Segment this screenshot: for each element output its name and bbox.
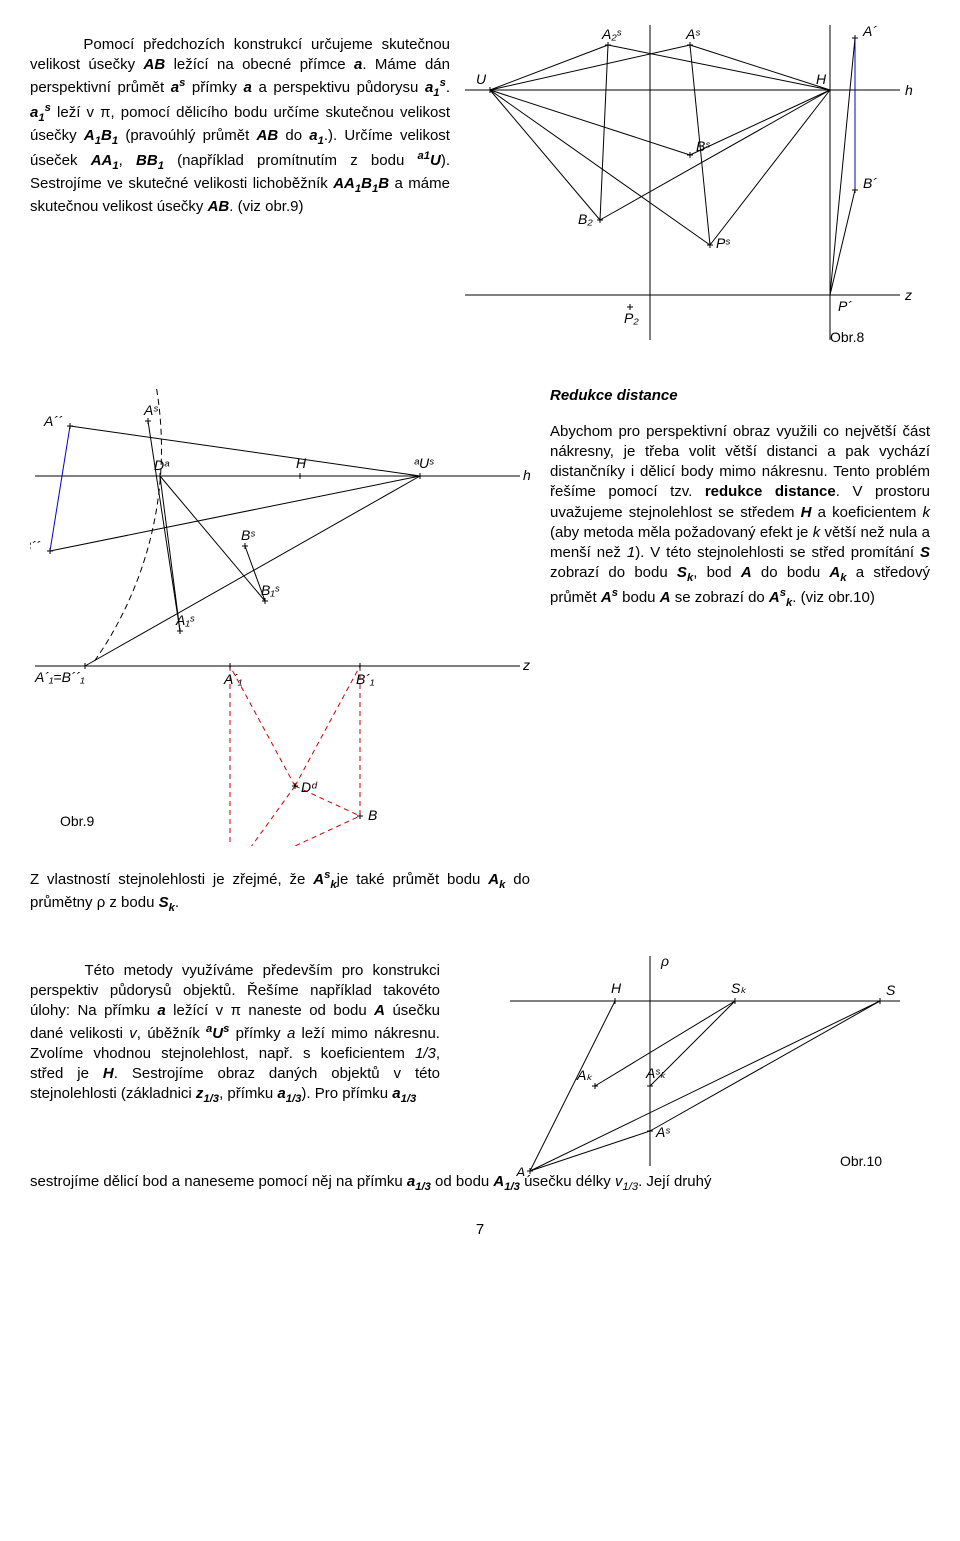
- svg-text:Bˢ: Bˢ: [696, 138, 710, 154]
- svg-text:A´: A´: [862, 23, 877, 39]
- svg-text:Aˢ: Aˢ: [655, 1124, 670, 1140]
- svg-text:P´: P´: [838, 298, 852, 314]
- svg-text:Aₖ: Aₖ: [576, 1067, 593, 1083]
- top-paragraph: Pomocí předchozích konstrukcí určujeme s…: [30, 20, 460, 233]
- svg-text:B₂: B₂: [578, 211, 593, 227]
- svg-text:H: H: [611, 980, 622, 996]
- svg-text:ρ: ρ: [660, 953, 669, 969]
- svg-text:Obr.8: Obr.8: [830, 329, 864, 345]
- svg-text:Dᵃ: Dᵃ: [154, 457, 170, 473]
- top-p1: Pomocí předchozích konstrukcí určujeme s…: [30, 35, 450, 218]
- svg-text:A₁ˢ: A₁ˢ: [175, 612, 195, 628]
- svg-text:ᵃUˢ: ᵃUˢ: [414, 455, 434, 471]
- svg-text:S: S: [886, 982, 896, 998]
- svg-text:H: H: [296, 455, 307, 471]
- svg-text:A₂ˢ: A₂ˢ: [601, 26, 622, 42]
- reduction-heading: Redukce distance: [550, 386, 930, 406]
- svg-text:Obr.9: Obr.9: [60, 813, 94, 829]
- svg-text:Dᵈ: Dᵈ: [301, 779, 318, 795]
- svg-text:B´₁: B´₁: [356, 671, 375, 687]
- svg-text:A´₁: A´₁: [223, 671, 243, 687]
- figure-8: h z U H A₂ˢ Aˢ A´ Bˢ B´ B₂ Pˢ P₂ P´ Obr.8: [460, 20, 930, 356]
- svg-text:H: H: [816, 71, 827, 87]
- svg-text:h: h: [523, 467, 530, 483]
- svg-text:A´´: A´´: [43, 413, 63, 429]
- mid-below-figure-text: Z vlastností stejnolehlosti je zřejmé, ž…: [30, 868, 530, 916]
- svg-text:B´´: B´´: [30, 538, 41, 554]
- svg-text:Sₖ: Sₖ: [731, 980, 747, 996]
- svg-text:B: B: [368, 807, 377, 823]
- svg-text:h: h: [905, 82, 913, 98]
- svg-text:Aˢ: Aˢ: [685, 26, 700, 42]
- svg-text:Aˢ: Aˢ: [143, 402, 158, 418]
- page-number: 7: [30, 1220, 930, 1240]
- svg-text:Aˢₖ: Aˢₖ: [645, 1065, 667, 1081]
- svg-text:Bˢ: Bˢ: [241, 527, 255, 543]
- svg-text:B₁ˢ: B₁ˢ: [261, 582, 280, 598]
- svg-text:z: z: [522, 657, 530, 673]
- svg-text:Pˢ: Pˢ: [716, 235, 730, 251]
- figure-10: H Sₖ S Aₖ Aˢₖ Aˢ Aρ Obr.10: [450, 946, 930, 1182]
- svg-text:A´₁=B´´₁: A´₁=B´´₁: [34, 669, 85, 685]
- svg-text:P₂: P₂: [624, 310, 639, 326]
- svg-text:B´: B´: [863, 175, 877, 191]
- svg-text:z: z: [904, 287, 912, 303]
- bottom-paragraph: Této metody využíváme především pro kons…: [30, 961, 440, 1108]
- svg-text:A: A: [515, 1164, 525, 1176]
- mid-paragraph: Abychom pro perspektivní obraz využili c…: [550, 422, 930, 612]
- svg-text:Obr.10: Obr.10: [840, 1153, 882, 1169]
- svg-text:U: U: [476, 71, 487, 87]
- figure-9: h z A´´ Aˢ Dᵃ HᵃUˢ B´´ Bˢ B₁ˢ A₁ˢ A´₁=B´´₁ A´₁ B´₁ Dᵈ…: [30, 386, 530, 931]
